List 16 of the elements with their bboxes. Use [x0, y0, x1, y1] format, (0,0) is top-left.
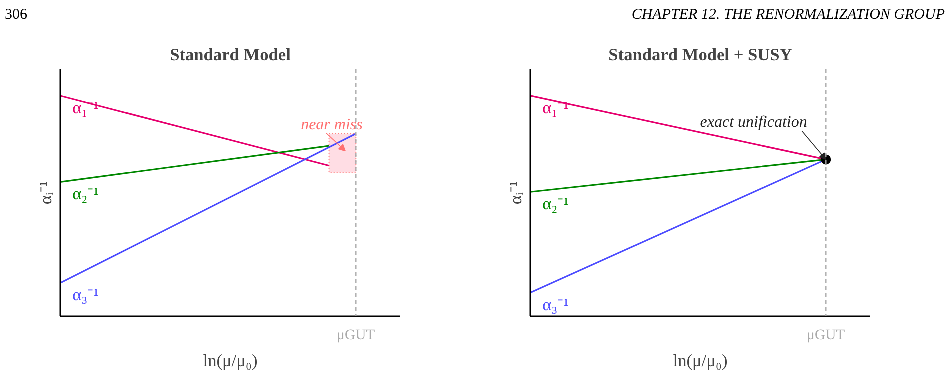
chart-title: Standard Model + SUSY [608, 46, 793, 64]
text: 306 [5, 6, 28, 25]
chart-title: Standard Model [170, 46, 292, 64]
annotation: exact unification [700, 114, 808, 132]
annotation: near miss [301, 116, 363, 134]
series-label: α₃⁻¹ [542, 295, 569, 314]
x-axis-title: ln(μ/μ₀) [203, 352, 258, 370]
text: CHAPTER 12. THE RENORMALIZATION GROUP [632, 6, 945, 25]
y-axis-title: αᵢ⁻¹ [506, 181, 526, 205]
series-label: α₃⁻¹ [72, 286, 99, 305]
x-axis-title: ln(μ/μ₀) [673, 352, 728, 370]
text: μGUT [337, 328, 376, 344]
series-label: α₂⁻¹ [542, 194, 569, 214]
y-axis-title: αᵢ⁻¹ [36, 181, 56, 205]
text: μGUT [807, 328, 846, 344]
series-label: α₂⁻¹ [72, 184, 99, 204]
